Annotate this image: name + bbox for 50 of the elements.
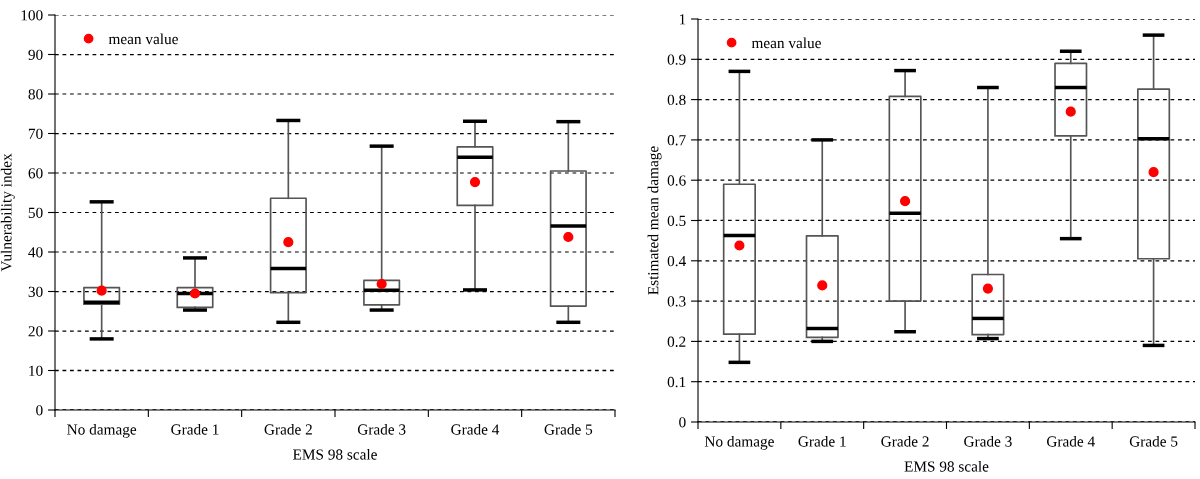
y-tick-label: 0.7 (667, 135, 686, 146)
x-tick-label: No damage (704, 435, 774, 450)
y-tick-label: 20 (28, 326, 43, 337)
y-tick-label: 0.4 (667, 255, 686, 267)
x-tick-label: Grade 1 (171, 423, 219, 435)
y-tick-label: 10 (29, 365, 43, 376)
x-tick-label: Grade 1 (798, 435, 846, 447)
y-tick-label: 0.6 (667, 175, 686, 186)
y-tick-label: 30 (28, 286, 43, 297)
x-tick-label: Grade 2 (264, 423, 312, 435)
x-tick-label: Grade 4 (1046, 435, 1095, 447)
point (1148, 167, 1159, 178)
legend-label: mean value (108, 33, 178, 45)
x-tick-label: Grade 3 (964, 435, 1012, 447)
point (817, 280, 828, 291)
x-tick-label: Grade 2 (881, 435, 929, 447)
legend-label: mean value (751, 37, 821, 49)
y-tick-label: 0.2 (667, 336, 686, 347)
y-tick-label: 0.5 (667, 215, 686, 227)
y-tick-label: 0.8 (667, 94, 686, 106)
y-tick-label: 80 (28, 89, 43, 100)
x-axis-title: EMS 98 scale (904, 460, 989, 472)
y-tick-label: 50 (28, 207, 43, 218)
x-tick-label: Grade 5 (1129, 435, 1178, 447)
y-tick-label: 70 (28, 128, 43, 139)
x-tick-label: Grade 5 (544, 423, 593, 435)
y-tick-label: 60 (28, 168, 43, 179)
y-axis-title: Estimated mean damage (647, 146, 662, 295)
y-tick-label: 0 (679, 417, 686, 428)
y-tick-label: 1 (679, 14, 686, 25)
point (734, 240, 745, 251)
y-tick-label: 0.3 (667, 296, 686, 307)
x-tick-label: No damage (67, 423, 137, 438)
point (283, 237, 294, 248)
y-tick-label: 0.9 (667, 54, 686, 65)
point (899, 196, 911, 207)
point (563, 231, 574, 243)
point (469, 176, 481, 188)
y-tick-label: 90 (28, 49, 43, 60)
x-axis-title: EMS 98 scale (293, 448, 377, 460)
point (1065, 106, 1076, 117)
y-tick-label: 40 (28, 247, 43, 258)
point (982, 283, 994, 294)
y-tick-label: 100 (21, 10, 43, 21)
point (376, 278, 387, 290)
y-tick-label: 0 (36, 405, 43, 416)
x-tick-label: Grade 3 (357, 423, 406, 435)
y-tick-label: 0.1 (667, 376, 686, 388)
y-axis-title: Vulnerability index (0, 153, 15, 272)
x-tick-label: Grade 4 (451, 423, 500, 435)
